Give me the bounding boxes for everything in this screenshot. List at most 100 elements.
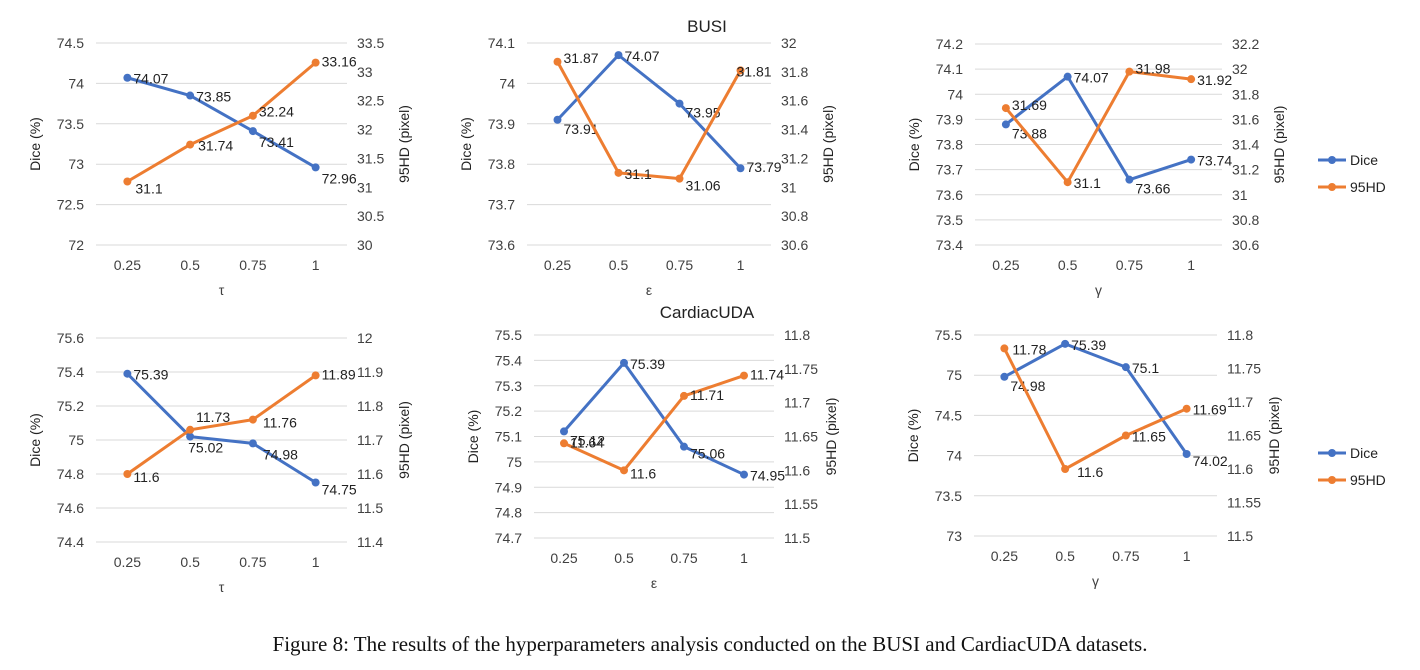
y2-tick-label: 32	[781, 35, 797, 51]
y-tick-label: 73.7	[488, 197, 515, 213]
y2-tick-label: 32	[357, 122, 373, 138]
x-axis-label: γ	[1095, 282, 1102, 298]
hd-series-line	[556, 61, 742, 181]
y2-tick-label: 11.75	[784, 361, 818, 377]
figure-caption: Figure 8: The results of the hyperparame…	[272, 632, 1148, 656]
y-tick-label: 73.9	[488, 116, 515, 132]
x-tick-label: 1	[312, 257, 320, 273]
data-label: 73.74	[1197, 153, 1232, 169]
dice-data-point	[186, 91, 195, 100]
x-tick-label: 0.75	[1116, 257, 1143, 273]
dice-data-point	[553, 115, 562, 124]
y2-tick-label: 11.65	[1227, 428, 1261, 444]
x-tick-label: 0.5	[1058, 257, 1078, 273]
hd-data-point	[553, 57, 562, 66]
data-label: 73.91	[564, 121, 599, 137]
y-tick-label: 73	[68, 156, 84, 172]
data-label: 73.79	[747, 159, 782, 175]
x-axis-label: τ	[219, 282, 225, 298]
data-label: 75.12	[570, 432, 605, 448]
dice-data-point	[1121, 363, 1130, 372]
y-tick-label: 74.9	[495, 479, 522, 495]
y-tick-label: 75.1	[495, 429, 522, 445]
data-label: 74.98	[263, 446, 298, 462]
hd-data-point	[740, 371, 748, 380]
y2-tick-label: 11.55	[784, 496, 818, 512]
y-tick-label: 72	[68, 237, 84, 253]
y2-tick-label: 11.65	[784, 429, 818, 445]
hd-data-point	[614, 168, 623, 177]
data-label: 31.87	[564, 50, 599, 66]
hd-series-line	[126, 374, 317, 476]
data-label: 32.24	[259, 104, 294, 120]
x-tick-label: 0.25	[544, 257, 571, 273]
hd-data-point	[1061, 465, 1070, 473]
y-tick-label: 74	[68, 75, 84, 91]
y2-tick-label: 11.6	[1227, 461, 1253, 477]
x-tick-label: 0.5	[180, 257, 200, 273]
dice-series-line	[126, 372, 317, 484]
data-label: 75.1	[1132, 360, 1159, 376]
y2-tick-label: 32	[1232, 61, 1248, 77]
hd-data-point	[620, 466, 628, 475]
hd-data-point	[311, 371, 320, 380]
data-label: 11.64	[570, 434, 604, 450]
y2-tick-label: 31	[357, 179, 373, 195]
dice-data-point	[675, 99, 684, 108]
y2-tick-label: 11.5	[784, 530, 810, 546]
legend-dice-label: Dice	[1350, 445, 1378, 461]
data-label: 31.1	[625, 166, 652, 182]
x-axis-label: τ	[219, 579, 225, 595]
x-tick-label: 0.75	[666, 257, 693, 273]
legend-hd-label: 95HD	[1350, 179, 1386, 195]
legend-dice-marker	[1328, 449, 1336, 457]
dice-data-point	[614, 51, 623, 60]
hd-data-point	[1000, 344, 1009, 353]
data-label: 75.06	[690, 446, 725, 462]
data-label: 31.74	[198, 138, 233, 154]
y2-tick-label: 11.8	[784, 327, 810, 343]
y2-tick-label: 32.5	[357, 93, 384, 109]
data-label: 11.6	[630, 465, 656, 481]
data-label: 11.6	[133, 469, 159, 485]
y2-tick-label: 11.5	[357, 500, 383, 516]
hd-data-point	[1063, 178, 1072, 187]
x-tick-label: 0.5	[614, 550, 634, 566]
dice-data-point	[560, 427, 568, 436]
data-label: 74.98	[1010, 378, 1045, 394]
y-tick-label: 74.8	[57, 466, 84, 482]
x-tick-label: 0.25	[114, 257, 141, 273]
data-label: 75.02	[188, 440, 223, 456]
y-tick-label: 73.8	[936, 137, 963, 153]
y-tick-label: 74.4	[57, 534, 84, 550]
dice-series-line	[126, 76, 317, 169]
x-tick-label: 0.25	[114, 554, 141, 570]
y-tick-label: 73.5	[935, 488, 962, 504]
y2-tick-label: 12	[357, 330, 373, 346]
y2-tick-label: 11.7	[784, 395, 810, 411]
y2-tick-label: 31.2	[781, 150, 808, 166]
y-tick-label: 75.4	[495, 352, 522, 368]
data-label: 11.78	[1012, 341, 1046, 357]
y2-tick-label: 31	[1232, 187, 1248, 203]
y2-tick-label: 31.6	[781, 93, 808, 109]
data-label: 11.65	[1132, 429, 1166, 445]
x-tick-label: 1	[312, 554, 320, 570]
y2-axis-label: 95HD (pixel)	[1271, 106, 1287, 184]
y-tick-label: 73.7	[936, 162, 963, 178]
y2-tick-label: 32.2	[1232, 36, 1259, 52]
y2-tick-label: 11.8	[357, 398, 383, 414]
dice-data-point	[1061, 339, 1070, 348]
x-tick-label: 0.5	[609, 257, 629, 273]
dice-data-point	[123, 369, 132, 378]
y-tick-label: 73.5	[57, 116, 84, 132]
y-tick-label: 75	[68, 432, 84, 448]
hd-data-point	[248, 415, 257, 424]
y-tick-label: 75	[946, 367, 962, 383]
y-axis-label: Dice (%)	[27, 117, 43, 171]
y-axis-label: Dice (%)	[905, 409, 921, 463]
data-label: 11.73	[196, 409, 230, 425]
y2-tick-label: 11.6	[357, 466, 383, 482]
hd-data-point	[736, 66, 745, 75]
